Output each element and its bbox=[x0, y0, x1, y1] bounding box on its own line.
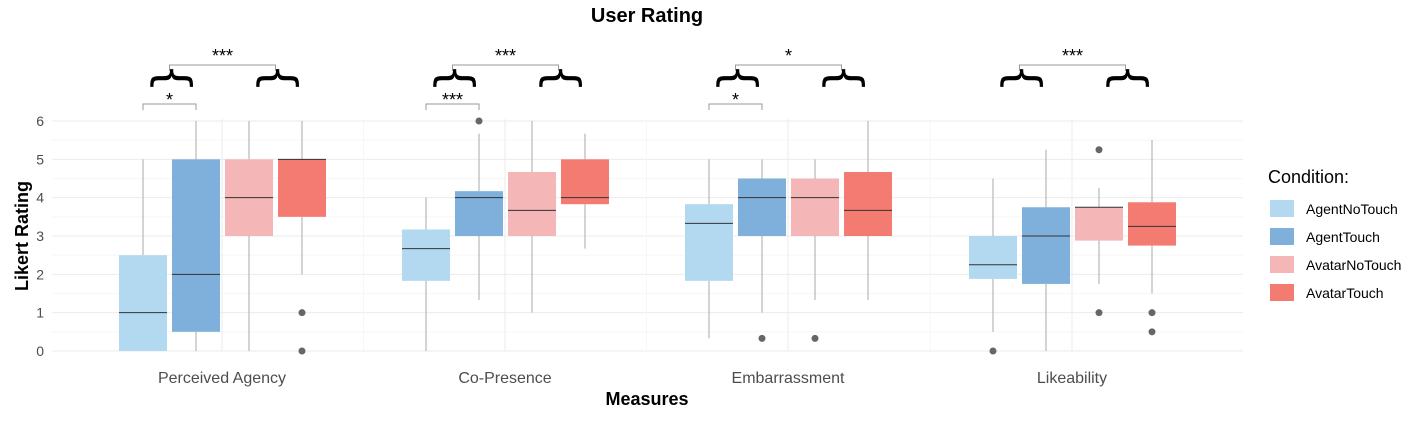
boxplot-avatarnotouch-0 bbox=[225, 121, 273, 351]
x-axis-categories: Perceived Agency Co-Presence Embarrassment… bbox=[158, 370, 1107, 387]
x-category-label: Co-Presence bbox=[458, 370, 551, 387]
boxplot-avatarnotouch-2 bbox=[791, 159, 839, 342]
pair-bracket bbox=[142, 103, 197, 110]
brace-icon: { bbox=[997, 63, 1051, 92]
outlier-point bbox=[811, 334, 819, 342]
significance-annotations: *{{******{{****{{*{{*** bbox=[142, 46, 1157, 110]
boxplots bbox=[119, 117, 1176, 355]
box bbox=[172, 159, 220, 332]
y-axis-ticks: 0 1 2 3 4 5 6 bbox=[36, 113, 44, 359]
brace-icon: { bbox=[430, 63, 484, 92]
legend-swatch bbox=[1270, 200, 1294, 217]
boxplot-avatartouch-2 bbox=[844, 121, 892, 301]
legend-label: AgentTouch bbox=[1306, 229, 1380, 245]
boxplot-agentnotouch-1 bbox=[402, 197, 450, 351]
significance-label: *** bbox=[495, 46, 516, 66]
x-category-label: Likeability bbox=[1037, 370, 1107, 387]
y-tick-label: 4 bbox=[36, 190, 44, 206]
y-axis-title: Likert Rating bbox=[12, 181, 32, 291]
outlier-point bbox=[989, 347, 997, 355]
group-bracket bbox=[1019, 64, 1126, 71]
outlier-point bbox=[298, 309, 306, 317]
significance-label: *** bbox=[212, 46, 233, 66]
y-tick-label: 1 bbox=[36, 305, 44, 321]
significance-label: *** bbox=[442, 90, 463, 110]
boxplot-avatarnotouch-3 bbox=[1075, 146, 1123, 317]
y-tick-label: 5 bbox=[36, 151, 44, 167]
box bbox=[1128, 202, 1176, 246]
x-axis-title: Measures bbox=[605, 389, 688, 409]
brace-icon: { bbox=[1103, 63, 1157, 92]
legend-swatch bbox=[1270, 284, 1294, 301]
box bbox=[738, 178, 786, 236]
boxplot-agentnotouch-0 bbox=[119, 159, 167, 351]
legend-label: AvatarNoTouch bbox=[1306, 257, 1401, 273]
boxplot-avatartouch-1 bbox=[561, 133, 609, 249]
boxplot-agenttouch-0 bbox=[172, 121, 220, 351]
significance-label: *** bbox=[1062, 46, 1083, 66]
box bbox=[969, 236, 1017, 279]
boxplot-agentnotouch-3 bbox=[969, 178, 1017, 355]
box bbox=[278, 159, 326, 217]
y-tick-label: 2 bbox=[36, 266, 44, 282]
pair-bracket bbox=[708, 103, 763, 110]
box bbox=[455, 191, 503, 236]
box bbox=[1022, 207, 1070, 284]
group-bracket bbox=[169, 64, 276, 71]
outlier-point bbox=[1148, 328, 1156, 336]
x-category-label: Perceived Agency bbox=[158, 370, 286, 387]
chart-title: User Rating bbox=[591, 5, 703, 27]
legend-swatch bbox=[1270, 256, 1294, 273]
legend-label: AvatarTouch bbox=[1306, 285, 1384, 301]
boxplot-avatartouch-0 bbox=[278, 121, 326, 355]
significance-label: * bbox=[785, 46, 792, 66]
brace-icon: { bbox=[253, 63, 307, 92]
y-tick-label: 3 bbox=[36, 228, 44, 244]
boxplot-avatarnotouch-1 bbox=[508, 121, 556, 313]
outlier-point bbox=[1148, 309, 1156, 317]
brace-icon: { bbox=[713, 63, 767, 92]
boxplot-agentnotouch-2 bbox=[685, 159, 733, 339]
brace-icon: { bbox=[536, 63, 590, 92]
box bbox=[791, 178, 839, 236]
box bbox=[561, 159, 609, 205]
group-bracket bbox=[735, 64, 842, 71]
box bbox=[402, 229, 450, 281]
significance-label: * bbox=[166, 90, 173, 110]
boxplot-agenttouch-1 bbox=[455, 117, 503, 301]
x-category-label: Embarrassment bbox=[732, 370, 845, 387]
legend-label: AgentNoTouch bbox=[1306, 201, 1398, 217]
outlier-point bbox=[1095, 309, 1103, 317]
legend-title: Condition: bbox=[1268, 167, 1349, 187]
y-tick-label: 0 bbox=[36, 343, 44, 359]
outlier-point bbox=[298, 347, 306, 355]
boxplot-avatartouch-3 bbox=[1128, 140, 1176, 336]
legend-swatch bbox=[1270, 228, 1294, 245]
group-bracket bbox=[452, 64, 559, 71]
boxplot-agenttouch-2 bbox=[738, 159, 786, 342]
brace-icon: { bbox=[147, 63, 201, 92]
box bbox=[119, 255, 167, 351]
pair-bracket bbox=[425, 103, 480, 110]
box bbox=[1075, 207, 1123, 241]
outlier-point bbox=[758, 334, 766, 342]
legend: Condition: AgentNoTouch AgentTouch AvatarN… bbox=[1268, 167, 1401, 301]
boxplot-agenttouch-3 bbox=[1022, 149, 1070, 351]
y-tick-label: 6 bbox=[36, 113, 44, 129]
box bbox=[508, 171, 556, 236]
box bbox=[844, 171, 892, 236]
brace-icon: { bbox=[819, 63, 873, 92]
box bbox=[685, 204, 733, 281]
significance-label: * bbox=[732, 90, 739, 110]
outlier-point bbox=[1095, 146, 1103, 154]
outlier-point bbox=[475, 117, 483, 125]
